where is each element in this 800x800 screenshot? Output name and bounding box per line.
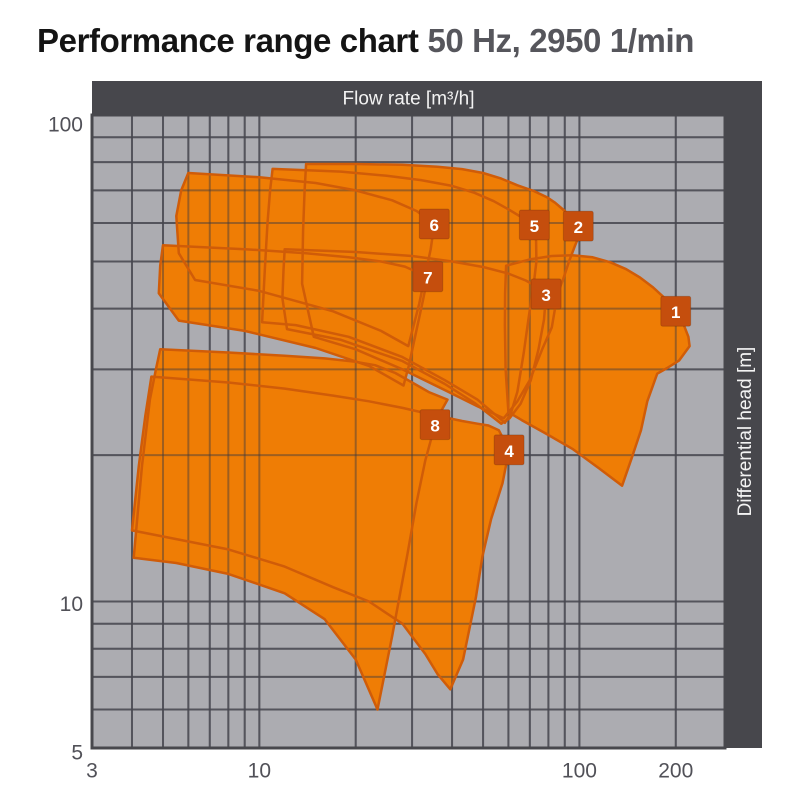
badge-3-box: [530, 278, 562, 310]
x-tick-200: 200: [658, 759, 693, 782]
badge-6-box: [418, 208, 450, 240]
page-title: Performance range chart 50 Hz, 2950 1/min: [37, 22, 694, 60]
badge-6-label: 6: [430, 216, 439, 235]
x-tick-10: 10: [248, 759, 271, 782]
badge-7: 7: [412, 261, 444, 293]
badge-7-box: [412, 261, 444, 293]
envelope-4-fill: [132, 376, 510, 690]
badge-5-label: 5: [530, 217, 539, 236]
envelope-fills: [132, 164, 690, 710]
flow-rate-axis-bar: [92, 81, 762, 115]
badge-3: 3: [530, 278, 562, 310]
badge-1-box: [660, 295, 692, 327]
y-tick-5: 5: [71, 741, 83, 764]
badge-3-label: 3: [541, 286, 550, 305]
title-suffix: 50 Hz, 2950 1/min: [427, 22, 694, 59]
x-axis-title: Flow rate [m³/h]: [343, 89, 475, 110]
badge-8: 8: [419, 409, 451, 441]
badge-6: 6: [418, 208, 450, 240]
badge-5-box: [518, 209, 550, 241]
badge-2-box: [562, 210, 594, 242]
envelope-7-outline: [157, 243, 430, 387]
y-axis-title: Differential head [m]: [735, 347, 756, 517]
badge-4-box: [493, 434, 525, 466]
envelope-1-fill: [504, 255, 690, 486]
envelope-6-outline: [175, 171, 436, 348]
x-tick-3: 3: [86, 759, 98, 782]
badge-8-box: [419, 409, 451, 441]
badge-4-label: 4: [504, 442, 514, 461]
badge-1: 1: [660, 295, 692, 327]
envelope-3-outline: [281, 247, 548, 425]
y-tick-100: 100: [48, 113, 83, 136]
title-main: Performance range chart: [37, 22, 419, 59]
envelope-4-outline: [130, 375, 511, 691]
badge-2: 2: [562, 210, 594, 242]
y-tick-10: 10: [60, 593, 83, 616]
envelope-2-outline: [300, 162, 583, 420]
badge-5: 5: [518, 209, 550, 241]
envelope-1-outline: [503, 253, 691, 487]
envelope-outlines: [130, 162, 691, 711]
badge-1-label: 1: [671, 303, 680, 322]
badge-8-label: 8: [430, 417, 439, 436]
badge-4: 4: [493, 434, 525, 466]
grid-overlay: [92, 115, 725, 748]
envelope-8-outline: [132, 348, 449, 711]
badge-7-label: 7: [423, 269, 432, 288]
x-tick-100: 100: [562, 759, 597, 782]
differential-head-axis-bar: [725, 115, 762, 748]
envelope-5-outline: [260, 167, 538, 425]
badge-2-label: 2: [574, 218, 583, 237]
